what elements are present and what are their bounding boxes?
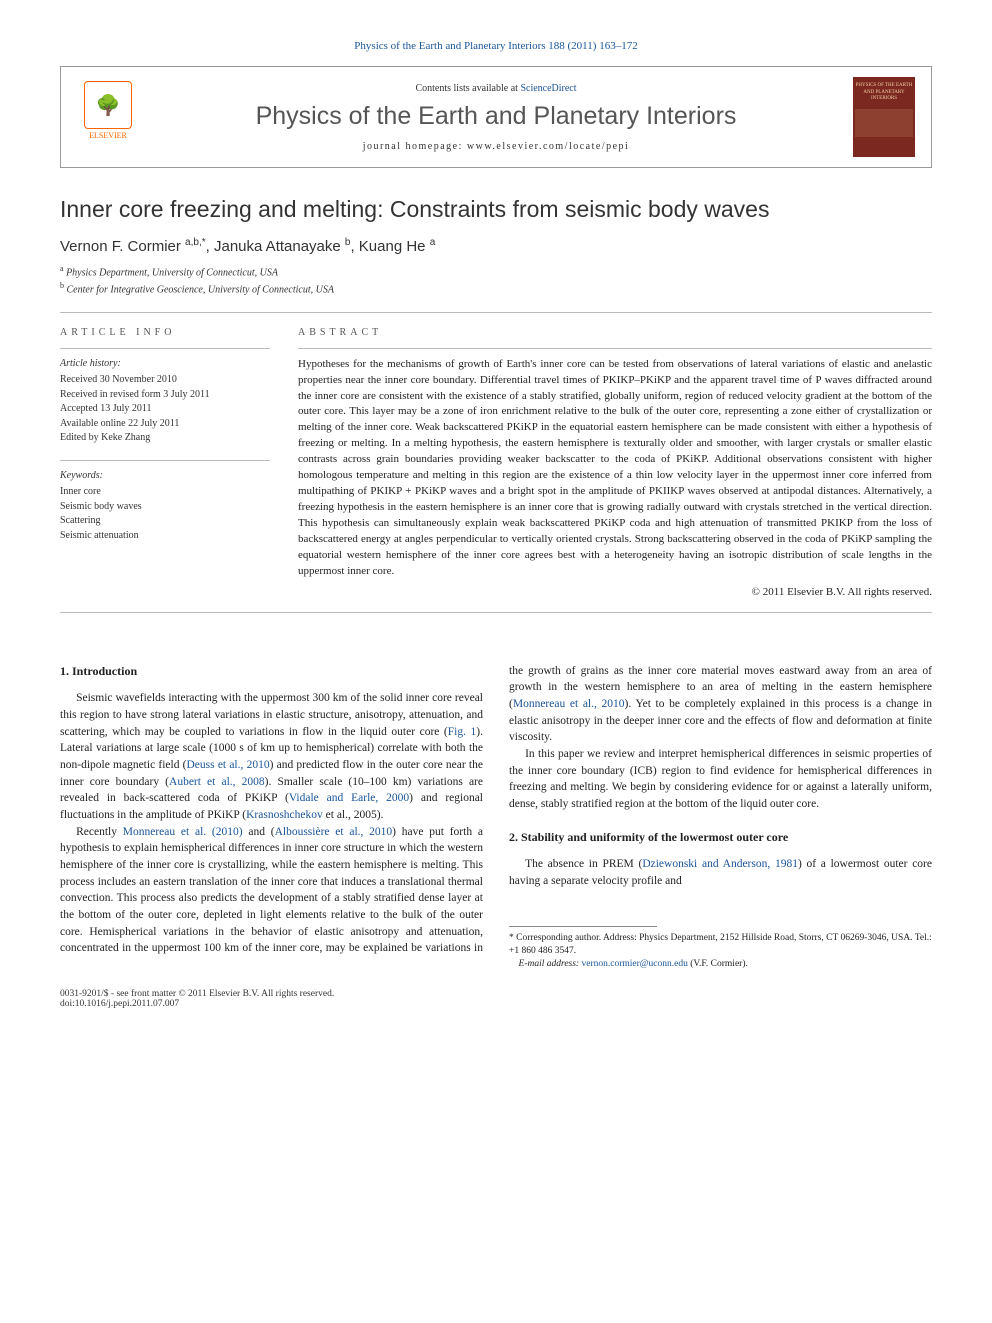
abstract-divider xyxy=(298,348,932,349)
journal-header: 🌳 ELSEVIER Contents lists available at S… xyxy=(60,66,932,168)
journal-cover-thumbnail: PHYSICS OF THE EARTH AND PLANETARY INTER… xyxy=(853,77,915,157)
header-center: Contents lists available at ScienceDirec… xyxy=(139,83,853,152)
history-line: Accepted 13 July 2011 xyxy=(60,402,270,417)
citation-link[interactable]: Deuss et al., 2010 xyxy=(187,759,270,771)
keyword: Inner core xyxy=(60,485,270,500)
journal-reference: Physics of the Earth and Planetary Inter… xyxy=(60,40,932,52)
contents-line: Contents lists available at ScienceDirec… xyxy=(139,83,853,94)
history-line: Received in revised form 3 July 2011 xyxy=(60,388,270,403)
corr-author-text: * Corresponding author. Address: Physics… xyxy=(509,932,932,959)
paragraph: Seismic wavefields interacting with the … xyxy=(60,690,483,823)
affiliation-a: a Physics Department, University of Conn… xyxy=(60,263,932,280)
history-line: Edited by Keke Zhang xyxy=(60,431,270,446)
keyword: Seismic body waves xyxy=(60,500,270,515)
paragraph: In this paper we review and interpret he… xyxy=(509,746,932,813)
info-divider xyxy=(60,460,270,461)
info-abstract-row: ARTICLE INFO Article history: Received 3… xyxy=(60,327,932,598)
elsevier-tree-icon: 🌳 xyxy=(84,81,132,129)
affiliation-b: b Center for Integrative Geoscience, Uni… xyxy=(60,280,932,297)
keywords-block: Keywords: Inner core Seismic body waves … xyxy=(60,469,270,544)
corresponding-author-footnote: * Corresponding author. Address: Physics… xyxy=(509,932,932,972)
citation-link[interactable]: Dziewonski and Anderson, 1981 xyxy=(642,858,798,870)
citation-link[interactable]: Alboussière et al., 2010 xyxy=(275,826,393,838)
figure-ref-link[interactable]: Fig. 1 xyxy=(448,726,477,738)
article-info: ARTICLE INFO Article history: Received 3… xyxy=(60,327,270,598)
citation-link[interactable]: Krasnoshchekov xyxy=(246,809,323,821)
history-line: Available online 22 July 2011 xyxy=(60,417,270,432)
history-line: Received 30 November 2010 xyxy=(60,373,270,388)
contents-prefix: Contents lists available at xyxy=(415,83,520,94)
divider xyxy=(60,312,932,313)
abstract-body: Hypotheses for the mechanisms of growth … xyxy=(298,357,932,580)
abstract-copyright: © 2011 Elsevier B.V. All rights reserved… xyxy=(298,586,932,598)
keywords-title: Keywords: xyxy=(60,469,270,484)
doi: doi:10.1016/j.pepi.2011.07.007 xyxy=(60,999,334,1009)
page-footer: 0031-9201/$ - see front matter © 2011 El… xyxy=(60,989,932,1009)
email-suffix: (V.F. Cormier). xyxy=(688,959,748,969)
citation-link[interactable]: Monnereau et al. (2010) xyxy=(123,826,243,838)
cover-image-placeholder xyxy=(855,109,913,137)
homepage-line: journal homepage: www.elsevier.com/locat… xyxy=(139,141,853,152)
article-info-heading: ARTICLE INFO xyxy=(60,327,270,338)
citation-link[interactable]: Monnereau et al., 2010 xyxy=(513,698,625,710)
body-columns: 1. Introduction Seismic wavefields inter… xyxy=(60,663,932,972)
citation-link[interactable]: Vidale and Earle, 2000 xyxy=(289,792,409,804)
divider xyxy=(60,612,932,613)
keyword: Seismic attenuation xyxy=(60,529,270,544)
history-title: Article history: xyxy=(60,357,270,372)
paragraph: The absence in PREM (Dziewonski and Ande… xyxy=(509,856,932,889)
homepage-prefix: journal homepage: xyxy=(363,141,467,152)
email-label: E-mail address: xyxy=(519,959,582,969)
journal-name: Physics of the Earth and Planetary Inter… xyxy=(139,102,853,131)
footnote-separator xyxy=(509,926,657,927)
sciencedirect-link[interactable]: ScienceDirect xyxy=(520,83,576,94)
abstract: ABSTRACT Hypotheses for the mechanisms o… xyxy=(298,327,932,598)
publisher-name: ELSEVIER xyxy=(89,131,127,140)
front-matter-text: 0031-9201/$ - see front matter © 2011 El… xyxy=(60,989,334,999)
section-2-heading: 2. Stability and uniformity of the lower… xyxy=(509,829,932,846)
keyword: Scattering xyxy=(60,514,270,529)
article-title: Inner core freezing and melting: Constra… xyxy=(60,196,932,223)
footer-left: 0031-9201/$ - see front matter © 2011 El… xyxy=(60,989,334,1009)
info-divider xyxy=(60,348,270,349)
elsevier-logo: 🌳 ELSEVIER xyxy=(77,81,139,153)
affiliations: a Physics Department, University of Conn… xyxy=(60,263,932,298)
abstract-heading: ABSTRACT xyxy=(298,327,932,338)
citation-link[interactable]: Aubert et al., 2008 xyxy=(169,776,265,788)
cover-title-text: PHYSICS OF THE EARTH AND PLANETARY INTER… xyxy=(855,83,913,103)
email-line: E-mail address: vernon.cormier@uconn.edu… xyxy=(509,958,932,971)
email-link[interactable]: vernon.cormier@uconn.edu xyxy=(581,959,687,969)
homepage-url[interactable]: www.elsevier.com/locate/pepi xyxy=(467,141,629,152)
authors-line: Vernon F. Cormier a,b,*, Januka Attanaya… xyxy=(60,237,932,255)
article-history: Article history: Received 30 November 20… xyxy=(60,357,270,446)
section-1-heading: 1. Introduction xyxy=(60,663,483,680)
